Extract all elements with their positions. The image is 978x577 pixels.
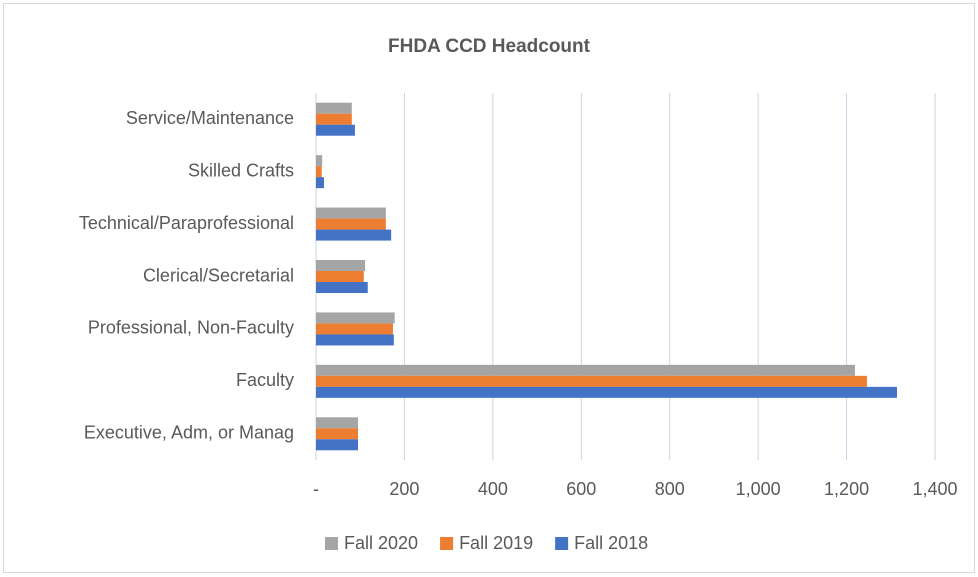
bar <box>316 124 355 136</box>
y-tick-label: Clerical/Secretarial <box>143 265 294 285</box>
bar <box>316 323 393 335</box>
legend-label: Fall 2018 <box>574 533 648 553</box>
x-tick-label: 1,000 <box>736 479 781 499</box>
x-tick-label: 1,400 <box>912 479 957 499</box>
bar <box>316 439 359 451</box>
bar <box>316 428 359 440</box>
bar <box>316 260 366 271</box>
legend-label: Fall 2020 <box>344 533 418 553</box>
x-tick-label: 600 <box>566 479 596 499</box>
legend-swatch <box>555 537 569 550</box>
bar <box>316 282 368 293</box>
y-tick-label: Skilled Crafts <box>188 160 294 180</box>
x-tick-label: 800 <box>655 479 685 499</box>
bar <box>316 364 855 376</box>
legend-label: Fall 2019 <box>459 533 533 553</box>
y-tick-label: Executive, Adm, or Manag <box>84 423 294 443</box>
bar <box>316 102 352 114</box>
bar <box>316 113 352 125</box>
bar <box>316 218 386 230</box>
bar <box>316 177 324 189</box>
bar <box>316 207 386 219</box>
x-tick-label: - <box>313 479 319 499</box>
bar <box>316 375 867 387</box>
y-tick-label: Professional, Non-Faculty <box>88 318 294 338</box>
chart-border <box>3 3 975 573</box>
bar <box>316 166 322 178</box>
x-tick-label: 200 <box>389 479 419 499</box>
bar <box>316 271 364 282</box>
y-tick-label: Service/Maintenance <box>126 108 294 128</box>
legend-swatch <box>325 537 338 550</box>
legend-swatch <box>440 537 454 550</box>
bar <box>316 229 392 241</box>
chart-title: FHDA CCD Headcount <box>388 36 591 57</box>
bar <box>316 334 394 346</box>
x-tick-label: 1,200 <box>824 479 869 499</box>
bar <box>316 155 323 167</box>
y-tick-label: Faculty <box>236 370 294 390</box>
bar <box>316 417 359 429</box>
x-tick-label: 400 <box>478 479 508 499</box>
bar <box>316 312 395 324</box>
bar <box>316 386 897 398</box>
y-tick-label: Technical/Paraprofessional <box>79 213 294 233</box>
